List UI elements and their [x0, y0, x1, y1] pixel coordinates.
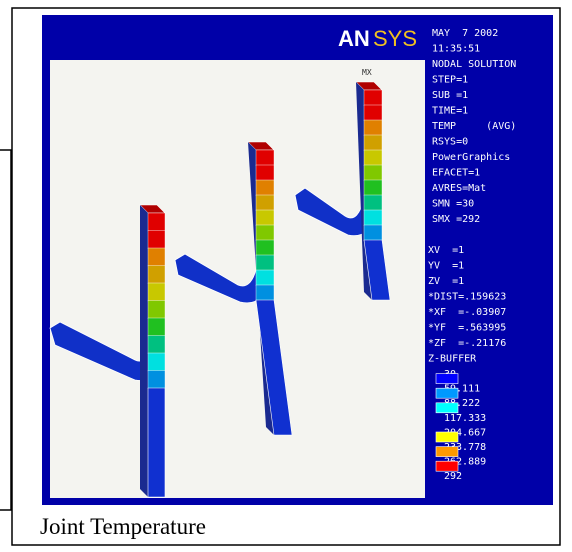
- view-line: *ZF =-.21176: [428, 338, 506, 349]
- legend-label: 117.333: [444, 413, 486, 424]
- info-line: STEP=1: [432, 75, 468, 86]
- legend-swatch: [436, 388, 458, 398]
- pipe-band: [364, 90, 382, 106]
- pipe-band: [148, 301, 165, 319]
- info-line: PowerGraphics: [432, 152, 510, 163]
- pipe-band: [364, 165, 382, 181]
- pipe-band: [256, 165, 274, 181]
- pipe-band: [148, 231, 165, 249]
- side-frame: [0, 150, 11, 510]
- pipe-band: [256, 285, 274, 301]
- legend-swatch: [436, 432, 458, 442]
- pipe-band: [364, 105, 382, 121]
- legend-label: 292: [444, 471, 462, 482]
- view-line: YV =1: [428, 261, 464, 272]
- info-line: TIME=1: [432, 106, 468, 117]
- view-line: ZV =1: [428, 276, 464, 287]
- pipe-band: [148, 283, 165, 301]
- caption: Joint Temperature: [40, 514, 206, 539]
- pipe-band: [256, 240, 274, 256]
- info-line: SMN =30: [432, 199, 474, 210]
- info-line: MAY 7 2002: [432, 28, 498, 39]
- legend-swatch: [436, 374, 458, 384]
- pipe-band: [256, 210, 274, 226]
- pipe-band: [148, 336, 165, 354]
- info-line: RSYS=0: [432, 137, 468, 148]
- info-line: EFACET=1: [432, 168, 480, 179]
- pipe-band: [256, 225, 274, 241]
- info-line: TEMP (AVG): [432, 121, 516, 132]
- pipe-band: [364, 225, 382, 241]
- info-line: NODAL SOLUTION: [432, 59, 516, 70]
- info-line: AVRES=Mat: [432, 183, 486, 194]
- view-line: *XF =-.03907: [428, 307, 506, 318]
- pipe-band: [148, 318, 165, 336]
- pipe-band: [256, 180, 274, 196]
- pipe-band: [256, 255, 274, 271]
- info-line: SUB =1: [432, 90, 468, 101]
- pipe-band: [364, 135, 382, 151]
- pipe-band: [148, 213, 165, 231]
- pipe-band: [364, 120, 382, 136]
- pipe-band: [364, 195, 382, 211]
- legend-swatch: [436, 447, 458, 457]
- pipe-band: [148, 248, 165, 266]
- pipe-band: [256, 150, 274, 166]
- logo-an: AN: [338, 26, 370, 51]
- pipe-band: [148, 266, 165, 284]
- figure: AN SYS MX MAY 7 2002 11:35:51 NODAL SOLUTI…: [0, 0, 572, 552]
- view-line: Z-BUFFER: [428, 354, 477, 365]
- pipe-band: [256, 195, 274, 211]
- legend-swatch: [436, 461, 458, 471]
- pipe-band: [256, 270, 274, 286]
- view-line: *YF =.563995: [428, 323, 506, 334]
- pipe-band: [364, 150, 382, 166]
- logo-sys: SYS: [373, 26, 417, 51]
- pipe-band: [148, 371, 165, 389]
- pipe-band: [364, 210, 382, 226]
- pipe-lower: [148, 388, 165, 497]
- view-line: XV =1: [428, 245, 464, 256]
- info-line: 11:35:51: [432, 44, 480, 55]
- pipe-side: [140, 205, 148, 497]
- pipe-band: [148, 353, 165, 371]
- pipe-band: [364, 180, 382, 196]
- max-marker: MX: [362, 68, 372, 77]
- info-line: SMX =292: [432, 214, 480, 225]
- legend-swatch: [436, 403, 458, 413]
- view-line: *DIST=.159623: [428, 292, 506, 303]
